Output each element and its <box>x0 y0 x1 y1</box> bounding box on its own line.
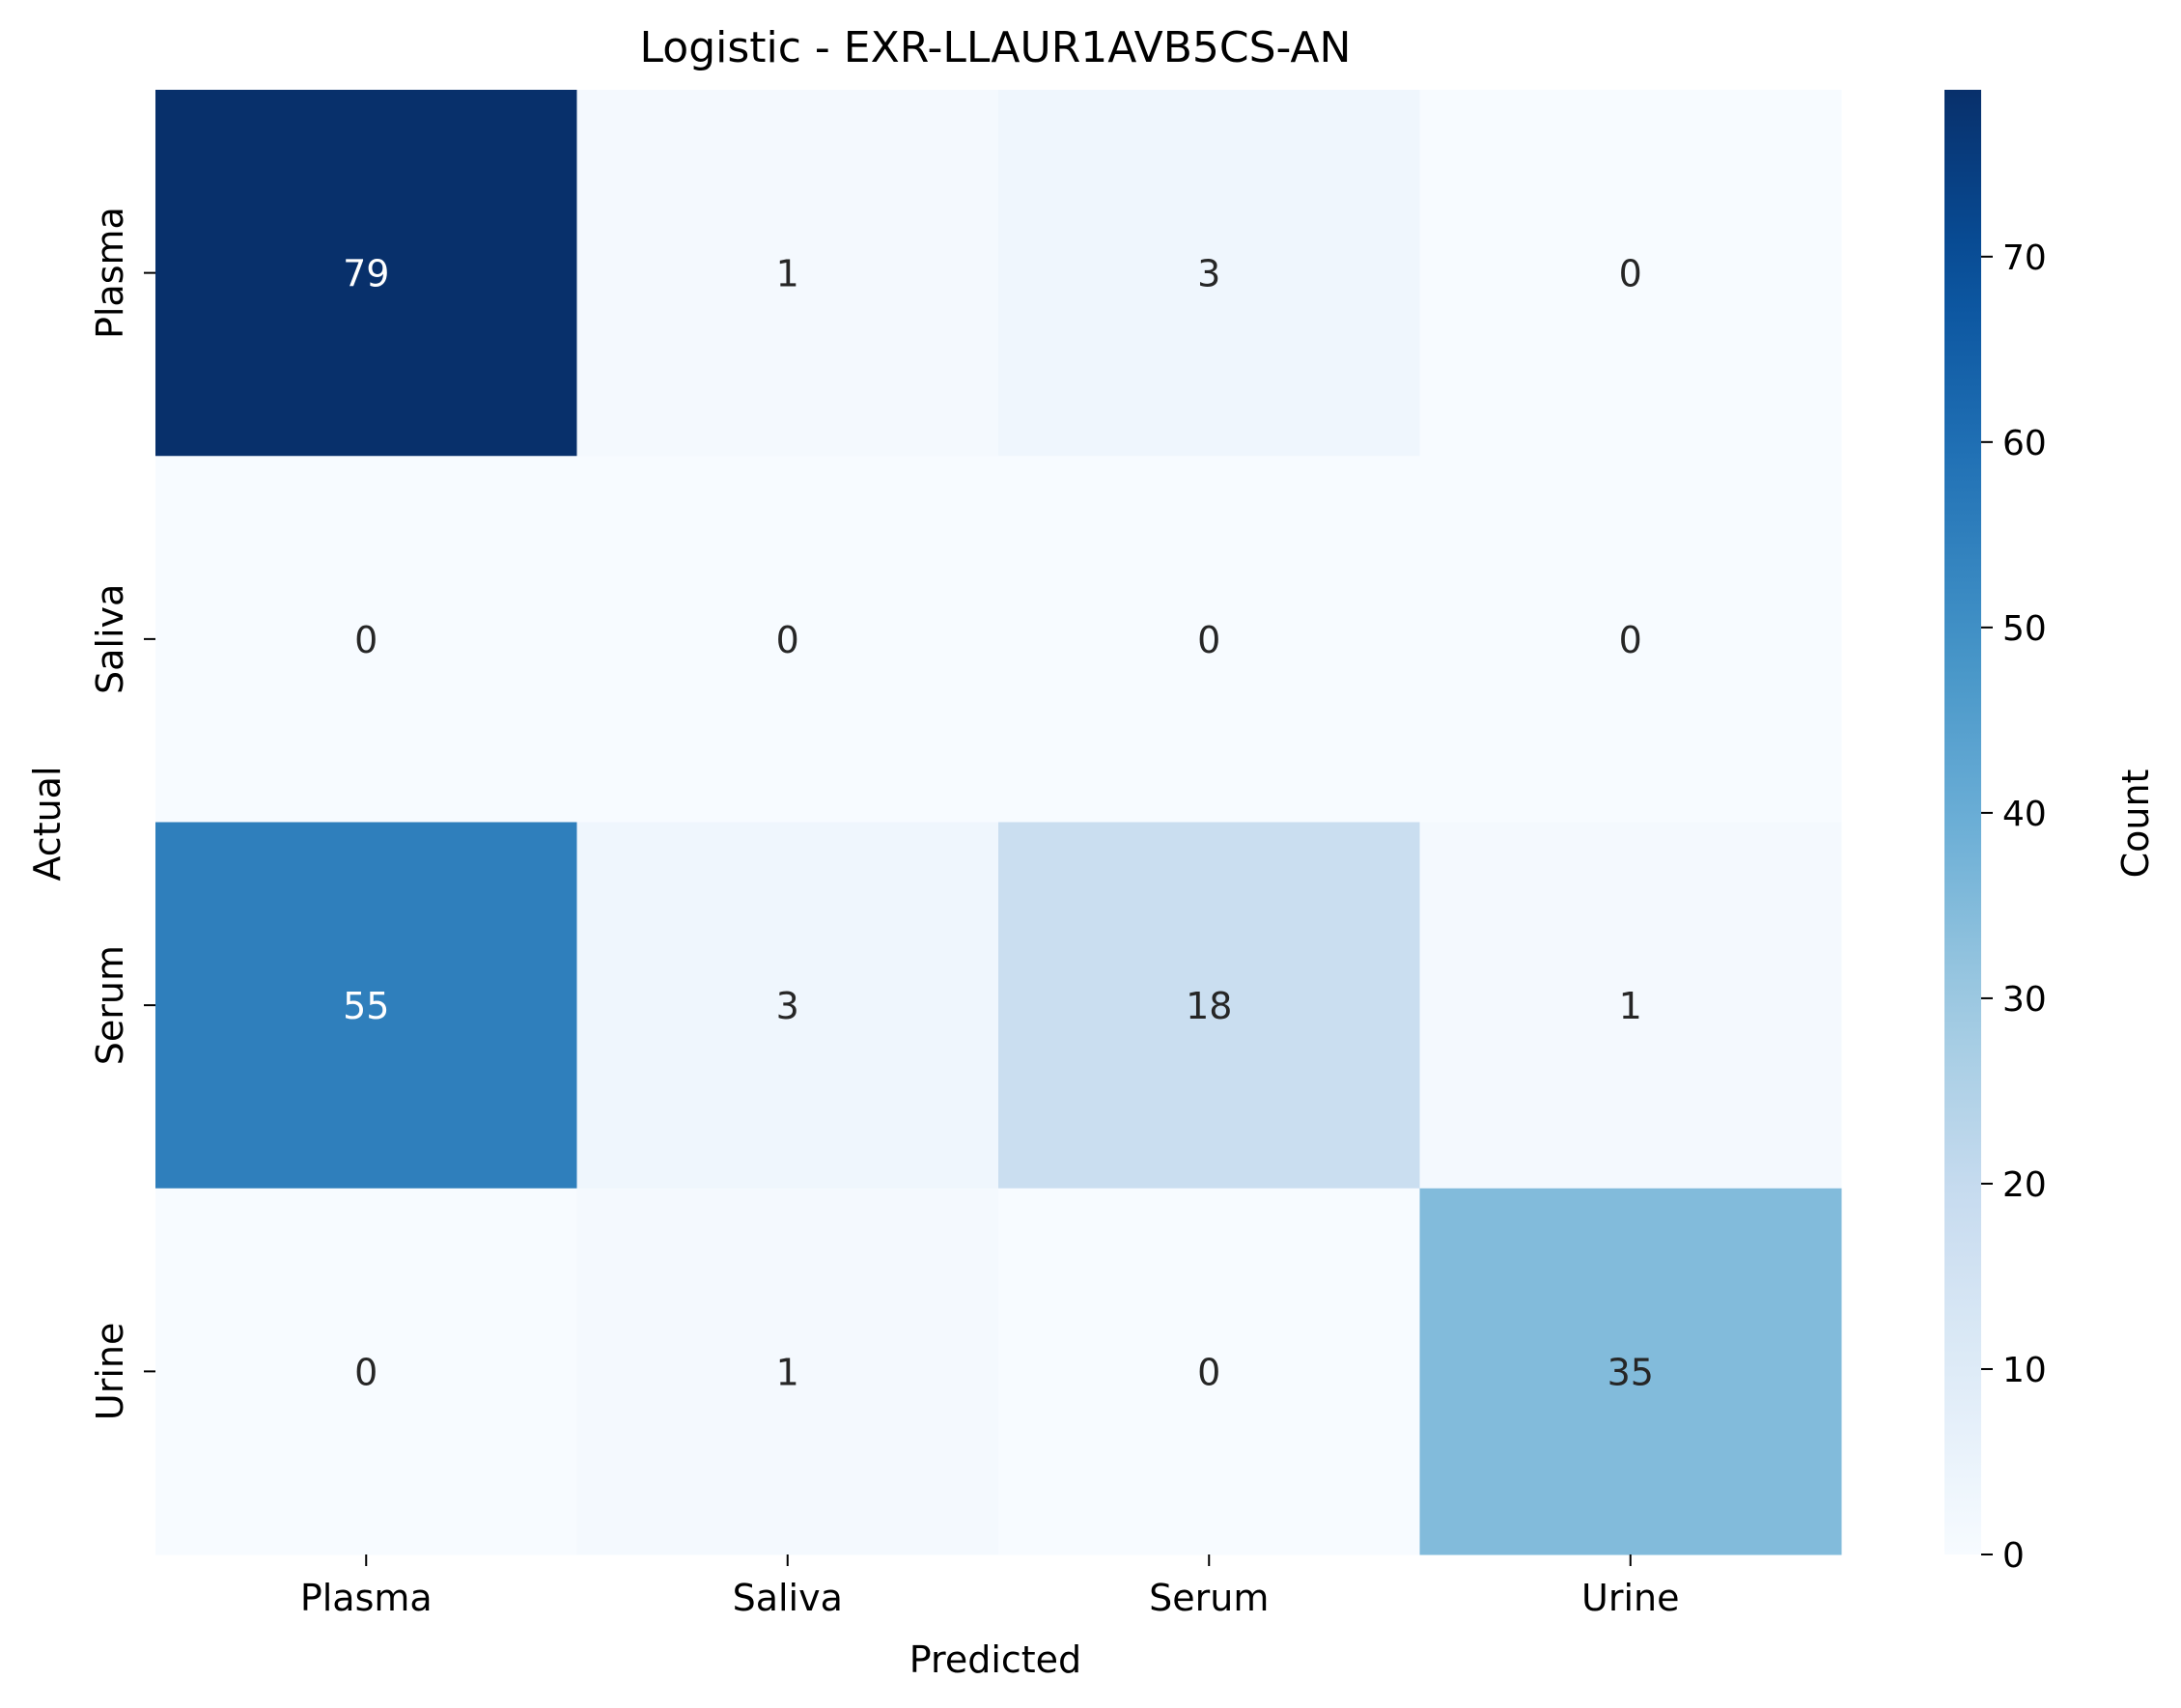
x-tick-label: Urine <box>1581 1577 1679 1619</box>
colorbar-label: Count <box>2114 770 2157 879</box>
colorbar-tick-label: 0 <box>2002 1536 2025 1576</box>
y-axis-label: Actual <box>26 766 69 881</box>
x-tick-label: Serum <box>1149 1577 1269 1619</box>
cell-value-label: 0 <box>1619 253 1642 295</box>
heatmap-cell <box>155 456 577 823</box>
heatmap-cell <box>1419 90 1842 457</box>
cell-value-label: 3 <box>776 985 799 1027</box>
cell-value-label: 0 <box>354 1351 377 1393</box>
heatmap-cell <box>155 822 577 1190</box>
x-tick-label: Saliva <box>733 1577 843 1619</box>
x-tick-label: Plasma <box>300 1577 433 1619</box>
colorbar-tick-label: 60 <box>2002 424 2047 463</box>
heatmap-cell <box>998 1188 1420 1555</box>
x-axis-label: Predicted <box>909 1638 1081 1681</box>
colorbar-tick-label: 20 <box>2002 1165 2047 1205</box>
heatmap-cell <box>998 456 1420 823</box>
heatmap-cell <box>576 456 999 823</box>
heatmap-cell <box>576 90 999 457</box>
colorbar-tick-label: 70 <box>2002 238 2047 278</box>
cell-value-label: 1 <box>776 253 799 295</box>
cell-value-label: 35 <box>1608 1351 1654 1393</box>
colorbar-tick-label: 30 <box>2002 980 2047 1020</box>
x-axis-ticks: Plasma Saliva Serum Urine <box>300 1554 1679 1619</box>
cell-value-label: 0 <box>1619 619 1642 661</box>
cell-value-label: 79 <box>343 253 389 295</box>
cell-value-label: 1 <box>1619 985 1642 1027</box>
heatmap-cell <box>998 90 1420 457</box>
chart-title: Logistic - EXR-LLAUR1AVB5CS-AN <box>640 23 1352 72</box>
cell-value-label: 0 <box>1197 1351 1220 1393</box>
colorbar-tick-label: 50 <box>2002 609 2047 649</box>
colorbar-tick-label: 10 <box>2002 1351 2047 1390</box>
y-tick-label: Urine <box>89 1323 131 1420</box>
cell-value-label: 1 <box>776 1351 799 1393</box>
heatmap-cell <box>576 1188 999 1555</box>
colorbar-ticks: 0 10 20 30 40 50 60 70 <box>1981 238 2047 1576</box>
heatmap-cell <box>1419 1188 1842 1555</box>
heatmap-cell <box>155 1188 577 1555</box>
cell-value-label: 3 <box>1197 253 1220 295</box>
y-tick-label: Saliva <box>89 584 131 694</box>
heatmap-cell <box>998 822 1420 1190</box>
heatmap-cell <box>576 822 999 1190</box>
colorbar <box>1944 90 1981 1554</box>
cell-value-label: 55 <box>343 985 389 1027</box>
colorbar-tick-label: 40 <box>2002 795 2047 834</box>
y-axis-ticks: Plasma Saliva Serum Urine <box>89 207 155 1420</box>
heatmap-cell <box>1419 456 1842 823</box>
y-tick-label: Plasma <box>89 207 131 339</box>
heatmap-cells: 79 1 3 0 0 0 0 0 55 3 18 1 0 1 0 35 <box>155 90 1842 1555</box>
cell-value-label: 18 <box>1186 985 1232 1027</box>
cell-value-label: 0 <box>1197 619 1220 661</box>
heatmap-cell <box>155 90 577 457</box>
heatmap-cell <box>1419 822 1842 1190</box>
cell-value-label: 0 <box>354 619 377 661</box>
y-tick-label: Serum <box>89 945 131 1065</box>
cell-value-label: 0 <box>776 619 799 661</box>
